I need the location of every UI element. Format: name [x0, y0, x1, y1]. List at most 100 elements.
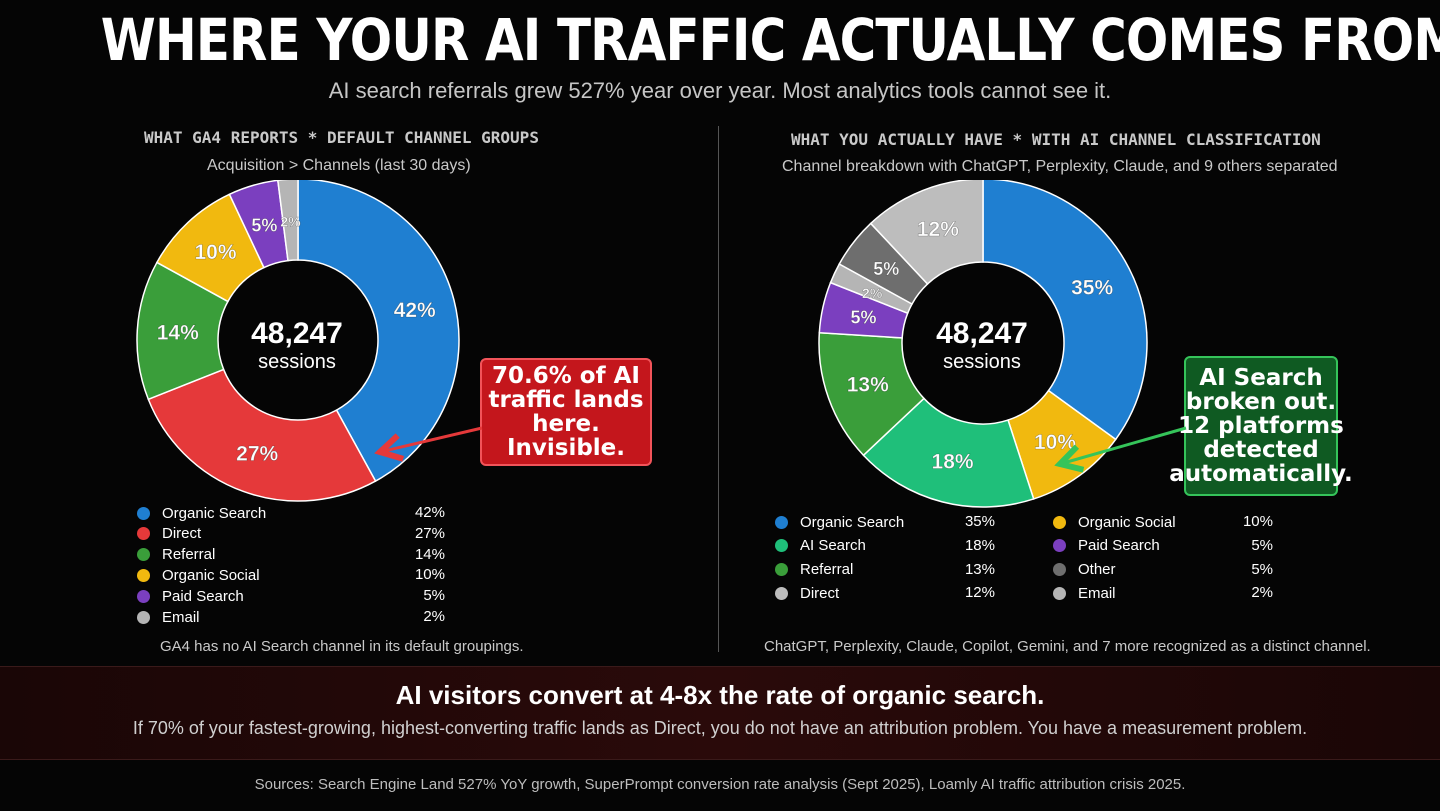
right-legend-value-organic-social: 10%	[1242, 513, 1273, 530]
left-slice-organic-search	[297, 180, 460, 483]
left-legend-value-email: 2%	[423, 608, 445, 625]
left-center-caption: sessions	[258, 351, 336, 373]
legend-label: Paid Search	[1078, 537, 1160, 555]
right-slice-label-organic-search: 35%	[1071, 276, 1113, 299]
right-slice-organic-search	[982, 180, 1148, 441]
legend-label: Referral	[162, 546, 216, 564]
left-legend: Organic Search 42% Direct 27% Referral 14% Org…	[137, 503, 457, 629]
left-legend-item-referral: Referral	[137, 545, 215, 565]
banner-title: AI visitors convert at 4-8x the rate of …	[395, 680, 1045, 710]
legend-label: Direct	[800, 584, 840, 602]
left-legend-value-direct: 27%	[414, 524, 445, 542]
right-legend-item-paid-search: Paid Search	[1053, 536, 1160, 556]
bottom-banner	[0, 666, 1440, 760]
right-legend-item-other: Other	[1053, 560, 1116, 580]
left-slice-email	[277, 180, 299, 262]
right-slice-label-direct: 10%	[1034, 431, 1076, 454]
right-legend-item-direct: Direct	[775, 583, 839, 603]
left-legend-item-direct: Direct	[137, 524, 201, 544]
left-slice-label-direct: 27%	[236, 442, 278, 465]
right-slice-label-paid-search: 2%	[862, 285, 883, 301]
right-slice-label-organic-social: 5%	[850, 307, 876, 327]
page-subtitle: AI search referrals grew 527% year over …	[328, 78, 1112, 103]
left-legend-item-paid-search: Paid Search	[137, 586, 244, 606]
right-panel-heading: WHAT YOU ACTUALLY HAVE * WITH AI CHANNEL…	[791, 130, 1321, 149]
left-slice-label-referral: 14%	[157, 321, 199, 344]
legend-dot-icon	[775, 586, 788, 600]
right-legend-item-organic-social: Organic Social	[1053, 512, 1176, 532]
panel-divider	[718, 126, 719, 652]
left-legend-item-organic-search: Organic Search	[137, 503, 266, 523]
legend-dot-icon	[137, 527, 150, 541]
legend-dot-icon	[1053, 586, 1066, 600]
right-slice-label-other: 12%	[917, 218, 959, 241]
right-legend-value-email: 2%	[1251, 584, 1273, 602]
legend-label: Direct	[162, 525, 202, 543]
right-slice-ai-search	[862, 397, 1035, 508]
left-slice-label-organic-social: 10%	[194, 241, 236, 264]
legend-label: Referral	[800, 561, 854, 579]
right-legend-value-ai-search: 18%	[964, 536, 995, 554]
right-legend-item-referral: Referral	[775, 560, 853, 580]
right-footnote: ChatGPT, Perplexity, Claude, Copilot, Ge…	[764, 638, 1371, 655]
left-legend-value-organic-social: 10%	[414, 566, 445, 584]
legend-label: Email	[162, 608, 200, 626]
legend-dot-icon	[137, 506, 150, 520]
page-title: WHERE YOUR AI TRAFFIC ACTUALLY COMES FRO…	[100, 6, 1440, 74]
legend-dot-icon	[775, 515, 788, 529]
left-footnote: GA4 has no AI Search channel in its defa…	[160, 638, 524, 655]
left-panel-subheading: Acquisition > Channels (last 30 days)	[207, 157, 471, 174]
right-center-label: 48,247 sessions	[903, 318, 1061, 374]
left-center-label: 48,247 sessions	[218, 318, 376, 374]
right-legend-value-other: 5%	[1251, 560, 1273, 578]
left-legend-item-email: Email	[137, 607, 200, 627]
right-donut-chart: 35% 10% 18% 13% 5% 2% 5% 12%	[818, 180, 1148, 508]
right-legend-value-paid-search: 5%	[1251, 536, 1273, 554]
left-legend-value-organic-search: 42%	[414, 504, 445, 521]
right-slice-label-ai-search: 18%	[932, 451, 974, 474]
left-slice-label-email: 2%	[280, 214, 301, 230]
right-legend-item-organic-search: Organic Search	[775, 512, 904, 532]
legend-label: AI Search	[800, 537, 866, 555]
right-center-value: 48,247	[936, 317, 1028, 350]
legend-dot-icon	[1053, 539, 1066, 553]
legend-label: Organic Search	[162, 504, 267, 522]
legend-dot-icon	[137, 610, 150, 624]
right-legend-value-referral: 13%	[964, 560, 995, 578]
legend-dot-icon	[137, 548, 150, 562]
left-center-value: 48,247	[251, 317, 343, 350]
legend-dot-icon	[775, 539, 788, 553]
left-legend-value-paid-search: 5%	[423, 587, 445, 605]
legend-label: Email	[1078, 584, 1116, 602]
legend-dot-icon	[775, 563, 788, 577]
banner-text: If 70% of your fastest-growing, highest-…	[132, 718, 1308, 738]
left-panel-heading: WHAT GA4 REPORTS * DEFAULT CHANNEL GROUP…	[144, 128, 539, 147]
right-legend-value-organic-search: 35%	[964, 513, 995, 530]
right-slice-label-email: 5%	[873, 259, 899, 279]
legend-label: Organic Social	[1078, 513, 1176, 531]
legend-label: Other	[1078, 561, 1116, 579]
right-legend-item-ai-search: AI Search	[775, 536, 866, 556]
right-slice-other	[869, 180, 984, 286]
left-slice-label-organic-search: 42%	[394, 299, 436, 322]
left-slice-label-paid-search: 5%	[251, 215, 277, 235]
legend-dot-icon	[1053, 515, 1066, 529]
right-legend-value-direct: 12%	[964, 584, 995, 602]
right-panel-subheading: Channel breakdown with ChatGPT, Perplexi…	[782, 158, 1338, 175]
left-callout: 70.6% of AI traffic lands here. Invisibl…	[480, 358, 652, 466]
legend-dot-icon	[137, 589, 150, 603]
legend-dot-icon	[1053, 563, 1066, 577]
legend-label: Organic Search	[800, 513, 905, 531]
legend-label: Paid Search	[162, 587, 244, 605]
left-legend-value-referral: 14%	[414, 545, 445, 563]
right-callout: AI Search broken out. 12 platforms detec…	[1169, 356, 1353, 496]
legend-label: Organic Social	[162, 566, 260, 584]
left-legend-item-organic-social: Organic Social	[137, 565, 260, 585]
right-legend-item-email: Email	[1053, 583, 1116, 603]
sources-note: Sources: Search Engine Land 527% YoY gro…	[254, 776, 1186, 793]
right-center-caption: sessions	[943, 351, 1021, 373]
right-slice-label-referral: 13%	[847, 373, 889, 396]
legend-dot-icon	[137, 568, 150, 582]
left-slice-direct	[147, 368, 377, 502]
right-legend: Organic Search 35% AI Search 18% Referral 13%…	[775, 512, 1285, 608]
